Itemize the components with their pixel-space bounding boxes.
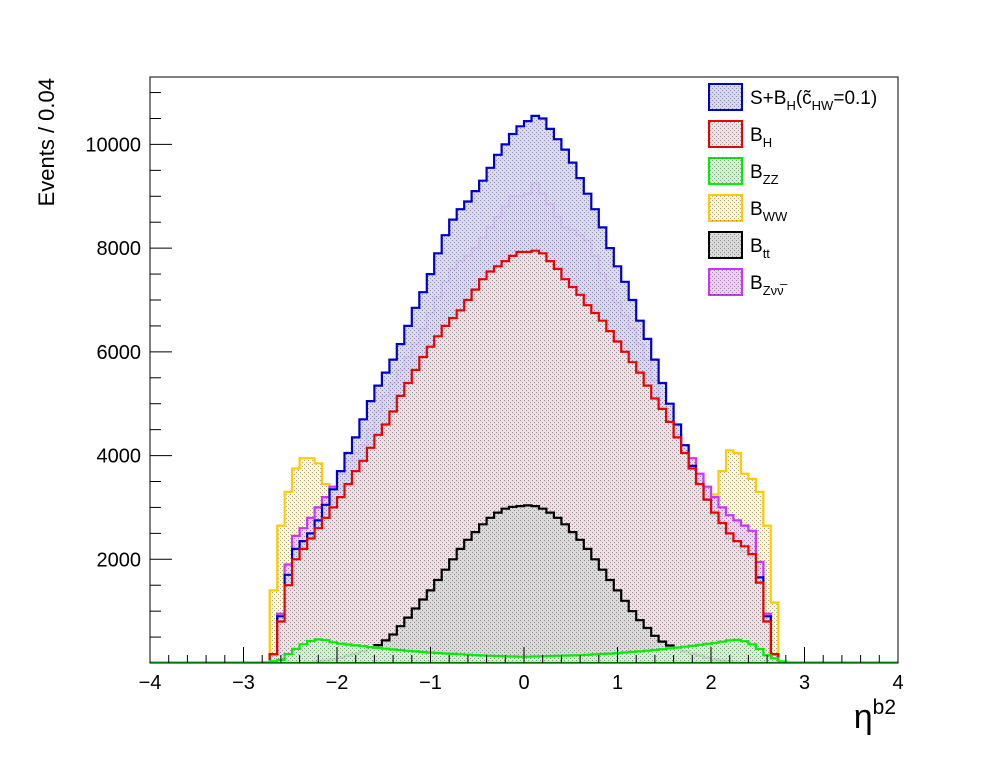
legend-label-bzz: BZZ xyxy=(750,162,779,187)
legend-label-bznunu: BZνν̅ xyxy=(750,273,788,298)
legend-label-bh: BH xyxy=(750,125,772,150)
legend: S+BH(c̃HW=0.1) BH BZZ BWW Btt BZνν̅ xyxy=(708,83,877,298)
x-tick-label: −3 xyxy=(232,672,255,694)
y-tick-label: 2000 xyxy=(97,549,142,571)
y-tick-label: 6000 xyxy=(97,342,142,364)
legend-entry-btt: Btt xyxy=(708,231,770,261)
legend-entry-bww: BWW xyxy=(708,194,788,224)
x-tick-label: 4 xyxy=(892,672,903,694)
legend-swatch-hatch-bww xyxy=(709,195,742,221)
series-line-bzz xyxy=(150,638,898,663)
y-tick-label: 8000 xyxy=(97,238,142,260)
x-axis-title-sup: b2 xyxy=(873,696,896,719)
x-tick-label: 2 xyxy=(705,672,716,694)
x-tick-label: −1 xyxy=(419,672,442,694)
legend-swatch-hatch-sbh xyxy=(709,84,742,110)
legend-label-btt: Btt xyxy=(750,236,770,261)
x-axis-title-main: η xyxy=(854,698,873,736)
x-axis-title: ηb2 xyxy=(854,696,896,736)
legend-entry-bzz: BZZ xyxy=(708,157,779,187)
legend-swatch-hatch-bznunu xyxy=(709,269,742,295)
legend-swatch-hatch-bzz xyxy=(709,158,742,184)
legend-entry-sbh: S+BH(c̃HW=0.1) xyxy=(708,83,877,113)
legend-swatch-hatch-bh xyxy=(709,121,742,147)
legend-entry-bznunu: BZνν̅ xyxy=(708,268,788,298)
y-axis: 2000 4000 6000 8000 10000 xyxy=(85,92,172,638)
series-line-bh xyxy=(150,249,898,663)
x-tick-label: 3 xyxy=(799,672,810,694)
x-tick-label: −4 xyxy=(139,672,162,694)
x-axis: −4 −3 −2 −1 0 1 2 3 4 xyxy=(139,647,904,694)
y-tick-label: 10000 xyxy=(85,134,141,156)
series-hatch-btt xyxy=(150,505,898,663)
y-axis-title: Events / 0.04 xyxy=(34,78,59,206)
x-tick-label: 1 xyxy=(612,672,623,694)
y-tick-label: 4000 xyxy=(97,446,142,468)
legend-swatch-hatch-btt xyxy=(709,232,742,258)
legend-entry-bh: BH xyxy=(708,120,772,150)
series-hatch-bh xyxy=(150,250,898,663)
legend-label-sbh: S+BH(c̃HW=0.1) xyxy=(750,88,877,113)
series-layer xyxy=(150,114,898,663)
legend-label-bww: BWW xyxy=(750,199,788,224)
x-tick-label: 0 xyxy=(518,672,529,694)
x-tick-label: −2 xyxy=(326,672,349,694)
